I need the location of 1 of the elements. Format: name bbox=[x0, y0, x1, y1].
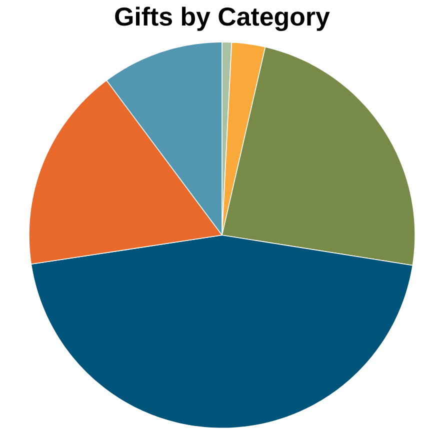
chart-title: Gifts by Category bbox=[115, 6, 330, 32]
